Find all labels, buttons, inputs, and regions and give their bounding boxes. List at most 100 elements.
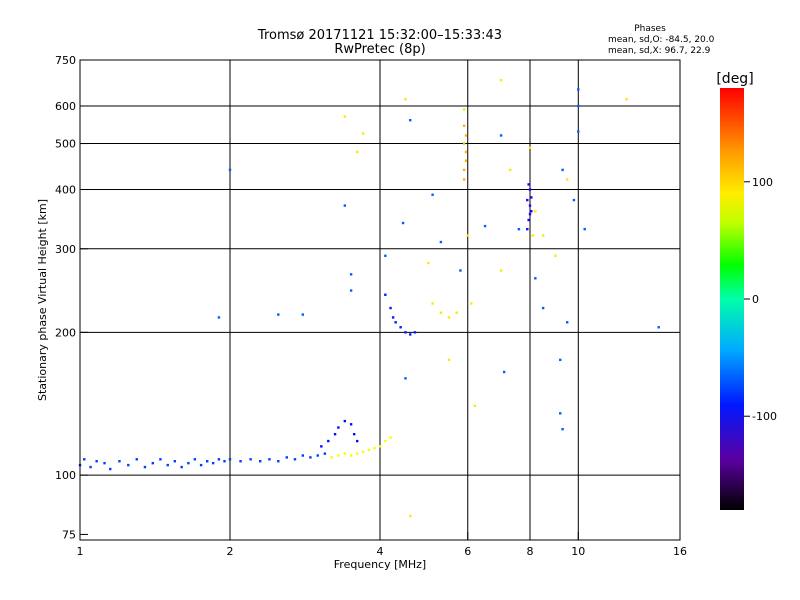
data-point	[583, 227, 586, 231]
data-point	[462, 142, 466, 145]
data-point	[528, 188, 532, 191]
data-point	[431, 193, 434, 196]
data-point	[502, 370, 506, 374]
data-point	[508, 168, 512, 172]
data-point	[217, 458, 221, 461]
axis-ticks: 1 2 4 6 8 10 16 75 100 200 300 400 500 600 750	[55, 54, 687, 558]
data-point	[391, 316, 395, 319]
data-point	[327, 439, 330, 443]
colorbar	[720, 88, 744, 510]
grid-lines	[80, 60, 680, 540]
colorbar-ticks: 100 0 -100	[744, 176, 777, 423]
data-point	[285, 456, 288, 459]
data-point	[409, 514, 412, 518]
data-point	[301, 313, 305, 316]
data-point	[447, 358, 451, 362]
data-point	[439, 240, 443, 244]
data-point	[541, 234, 545, 237]
y-tick-label: 600	[55, 100, 76, 113]
x-tick-label: 16	[673, 545, 687, 558]
chart-title: Tromsø 20171121 15:32:00–15:33:43	[257, 28, 502, 43]
data-point	[352, 432, 356, 436]
data-point	[343, 452, 347, 455]
data-point	[530, 210, 533, 213]
data-point	[464, 150, 468, 154]
data-point	[559, 412, 562, 415]
data-point	[217, 316, 221, 319]
data-point	[173, 460, 177, 463]
data-point	[572, 198, 576, 202]
colorbar-tick-label: 0	[752, 293, 759, 306]
data-point	[309, 456, 312, 459]
data-point	[464, 159, 468, 162]
data-point	[473, 404, 477, 408]
data-point	[409, 118, 412, 122]
data-point	[373, 446, 376, 450]
data-point	[413, 331, 417, 334]
data-point	[526, 227, 529, 231]
data-point	[199, 463, 203, 467]
x-tick-label: 1	[77, 545, 84, 558]
data-point	[483, 224, 487, 228]
data-point	[118, 460, 121, 463]
stats-heading: Phases	[634, 24, 666, 34]
data-point	[301, 454, 305, 457]
data-point	[409, 333, 412, 336]
data-point	[384, 254, 387, 257]
data-point	[89, 465, 92, 469]
data-point	[517, 227, 521, 231]
data-point	[561, 427, 564, 431]
data-point	[349, 289, 353, 292]
data-point	[337, 426, 340, 429]
data-point	[394, 321, 397, 324]
data-point	[541, 306, 545, 310]
data-point	[561, 168, 564, 172]
data-point	[470, 302, 473, 305]
data-point	[464, 134, 468, 137]
x-tick-label: 8	[527, 545, 534, 558]
data-point	[259, 460, 262, 463]
y-tick-label: 750	[55, 54, 76, 67]
data-point	[378, 445, 382, 448]
data-point	[499, 78, 503, 82]
data-point	[349, 423, 353, 426]
data-point	[333, 432, 337, 436]
data-point	[499, 134, 503, 137]
data-point	[211, 461, 215, 465]
data-point	[530, 196, 533, 199]
data-point	[499, 269, 503, 272]
data-point	[355, 452, 359, 455]
data-point	[389, 436, 392, 439]
y-tick-label: 75	[62, 528, 76, 541]
x-tick-label: 6	[464, 545, 471, 558]
data-point	[527, 183, 530, 186]
data-point	[554, 254, 557, 257]
data-point	[349, 273, 353, 276]
stats-x-mode: mean, sd,X: 96.7, 22.9	[608, 46, 711, 56]
data-point	[534, 277, 537, 280]
data-point	[431, 302, 434, 305]
data-point	[223, 460, 226, 463]
data-point	[228, 168, 232, 172]
data-point	[193, 458, 197, 461]
x-tick-label: 2	[227, 545, 234, 558]
data-point	[343, 204, 347, 207]
data-point	[528, 146, 532, 149]
data-point	[343, 419, 347, 423]
y-tick-label: 300	[55, 243, 76, 256]
data-point	[361, 450, 365, 454]
data-point	[151, 461, 155, 465]
data-point	[316, 454, 319, 457]
data-point	[103, 461, 106, 465]
data-point	[462, 124, 466, 127]
data-point	[159, 458, 162, 461]
data-point	[399, 326, 402, 329]
colorbar-tick-label: 100	[752, 176, 773, 189]
data-point	[343, 115, 347, 118]
x-axis-label: Frequency [MHz]	[334, 558, 426, 571]
data-point	[534, 210, 537, 213]
y-tick-label: 500	[55, 138, 76, 151]
data-point	[447, 316, 451, 319]
data-point	[355, 150, 359, 154]
